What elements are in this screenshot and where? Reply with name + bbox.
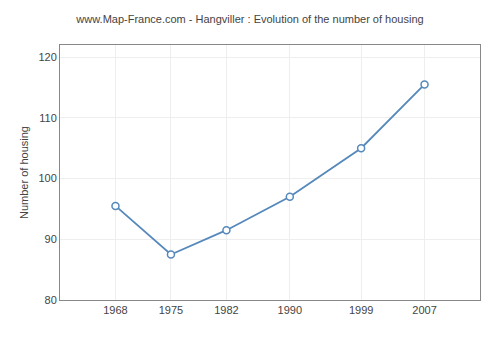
svg-text:1975: 1975: [159, 304, 183, 316]
svg-text:1982: 1982: [214, 304, 238, 316]
svg-text:2007: 2007: [412, 304, 436, 316]
svg-text:1968: 1968: [103, 304, 127, 316]
svg-text:120: 120: [38, 51, 56, 63]
svg-text:1999: 1999: [349, 304, 373, 316]
svg-text:1990: 1990: [278, 304, 302, 316]
svg-text:www.Map-France.com - Hangville: www.Map-France.com - Hangviller : Evolut…: [75, 13, 423, 25]
svg-text:80: 80: [45, 294, 57, 306]
svg-text:110: 110: [39, 112, 57, 124]
svg-text:90: 90: [45, 233, 57, 245]
svg-text:100: 100: [38, 172, 56, 184]
svg-text:Number of housing: Number of housing: [18, 126, 30, 219]
